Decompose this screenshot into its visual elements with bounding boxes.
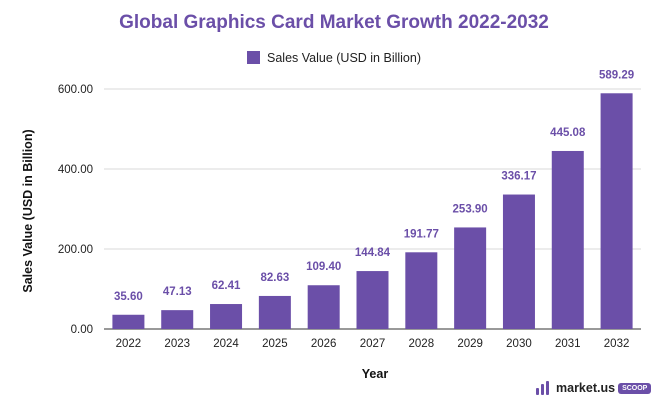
bar — [210, 304, 243, 329]
bar — [551, 150, 584, 329]
data-label: 35.60 — [114, 291, 143, 303]
data-label: 589.29 — [599, 69, 634, 81]
x-tick-label: 2025 — [262, 338, 288, 350]
bar — [258, 295, 291, 329]
bar — [405, 252, 438, 329]
data-label: 47.13 — [163, 286, 192, 298]
x-tick-label: 2022 — [116, 338, 142, 350]
data-label: 109.40 — [306, 261, 341, 273]
bar — [307, 285, 340, 329]
bar — [356, 271, 389, 329]
y-tick-label: 200.00 — [58, 244, 93, 256]
x-tick-label: 2024 — [213, 338, 239, 350]
bar — [161, 310, 194, 329]
x-tick-label: 2028 — [409, 338, 435, 350]
x-tick-label: 2031 — [555, 338, 581, 350]
data-label: 445.08 — [550, 127, 586, 139]
brand-logo: market.us SCOOP — [535, 380, 652, 396]
brand-name: market.us — [556, 381, 616, 395]
bar — [112, 314, 145, 329]
x-tick-label: 2023 — [164, 338, 190, 350]
data-label: 144.84 — [355, 247, 391, 259]
data-label: 82.63 — [260, 272, 289, 284]
legend-swatch — [247, 51, 260, 64]
x-tick-label: 2029 — [457, 338, 483, 350]
y-tick-label: 400.00 — [58, 164, 93, 176]
x-axis-label: Year — [361, 367, 389, 381]
x-tick-label: 2032 — [604, 338, 630, 350]
legend-label: Sales Value (USD in Billion) — [267, 51, 421, 65]
data-label: 62.41 — [212, 280, 241, 292]
chart-title: Global Graphics Card Market Growth 2022-… — [119, 12, 549, 33]
bar — [502, 194, 535, 329]
bar — [600, 93, 633, 329]
data-label: 191.77 — [404, 228, 439, 240]
x-tick-label: 2027 — [360, 338, 386, 350]
data-label: 336.17 — [501, 171, 536, 183]
data-label: 253.90 — [453, 203, 488, 215]
x-tick-label: 2030 — [506, 338, 532, 350]
brand-bars-icon — [536, 381, 549, 395]
x-tick-label: 2026 — [311, 338, 337, 350]
brand-tag: SCOOP — [618, 382, 652, 394]
y-tick-label: 0.00 — [71, 324, 93, 336]
bar — [454, 227, 487, 329]
y-tick-label: 600.00 — [58, 84, 93, 96]
legend: Sales Value (USD in Billion) — [0, 51, 668, 65]
